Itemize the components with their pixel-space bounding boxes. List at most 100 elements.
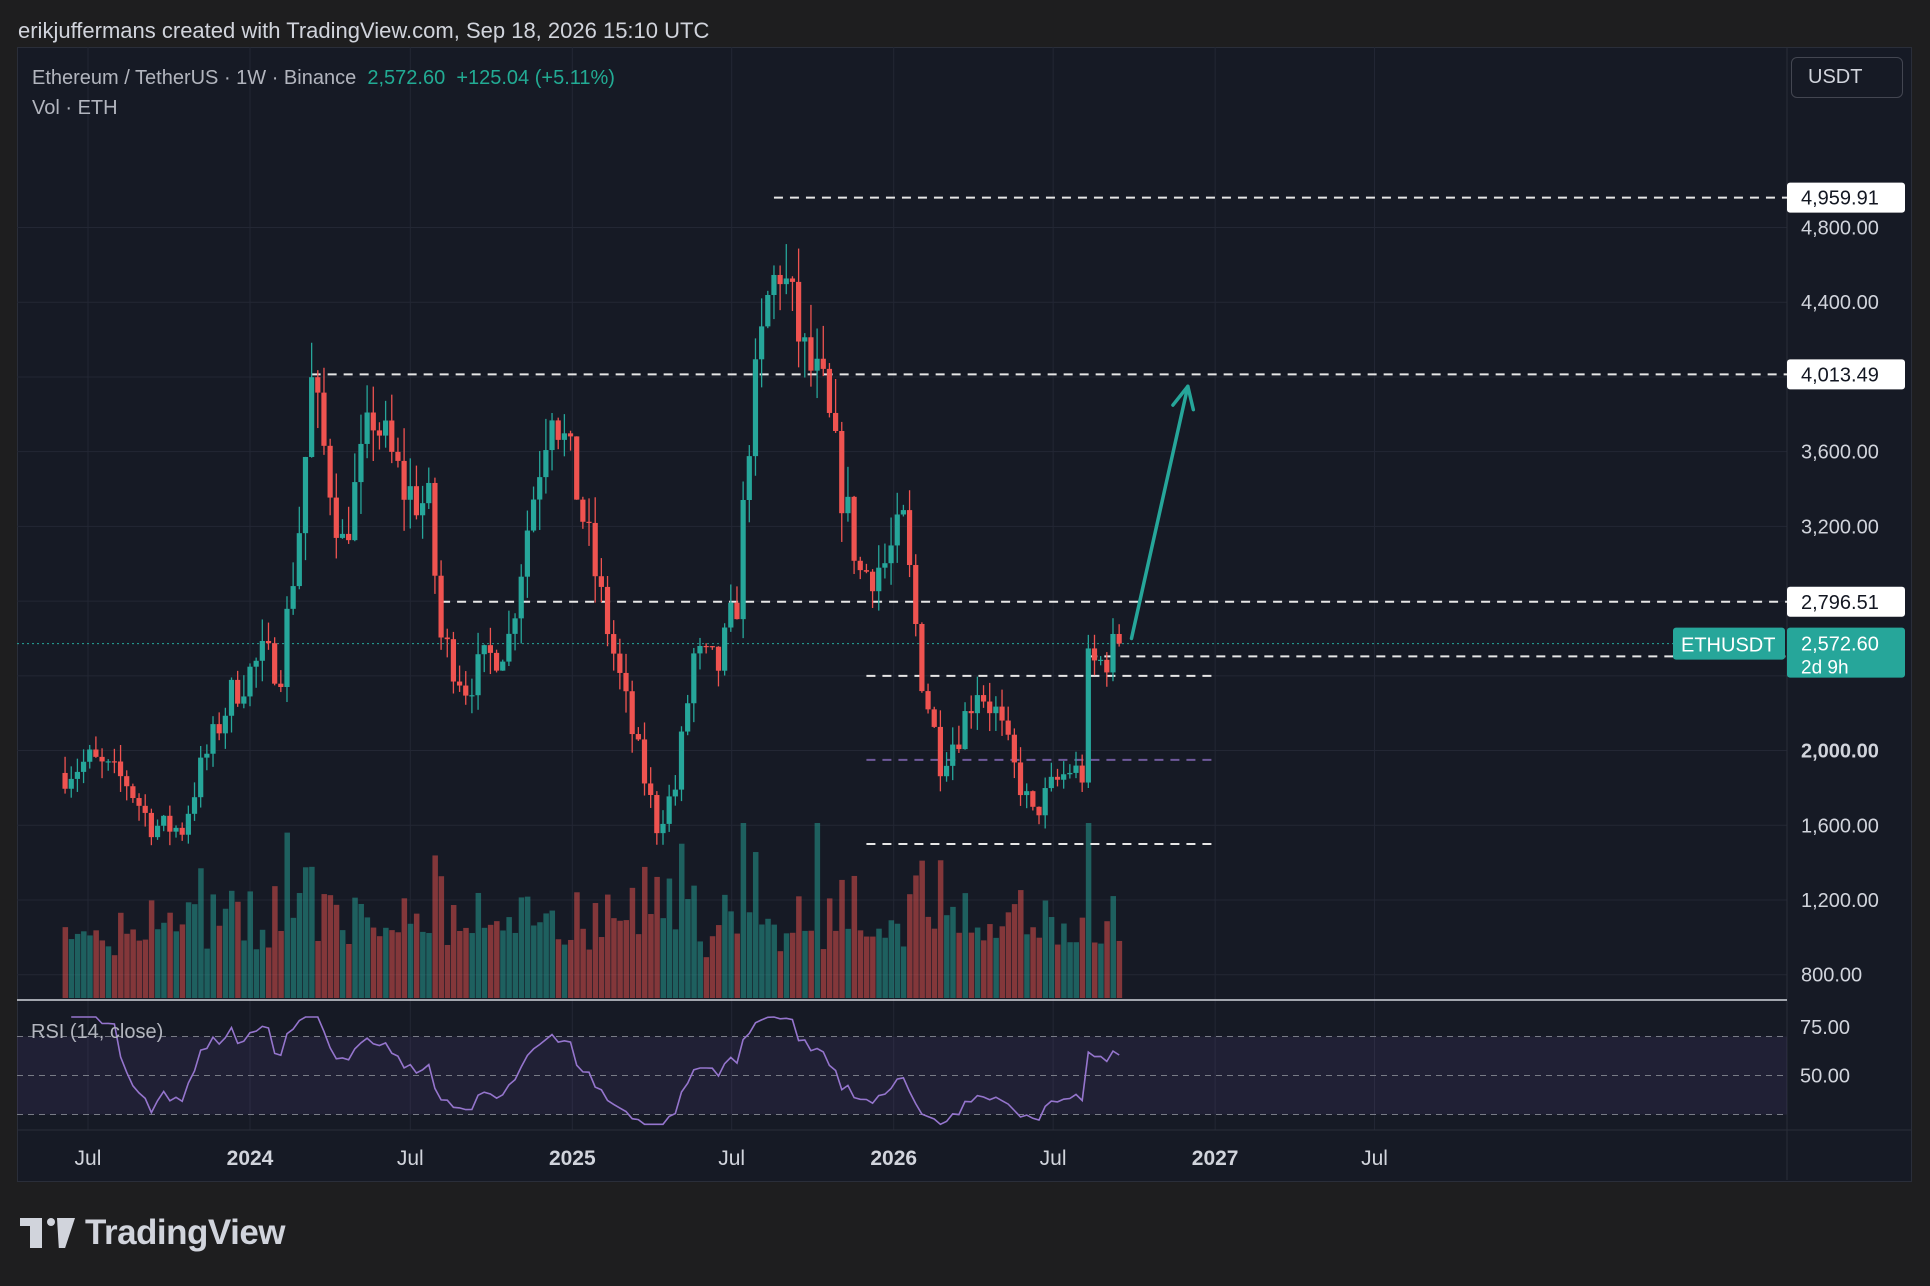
candle-body [302,456,309,534]
volume-bar [765,918,771,998]
candle-body [931,709,937,727]
volume-bar [802,930,808,998]
candle-body [481,645,487,655]
volume-bar [981,940,987,998]
candle-body [142,805,148,813]
volume-bar [130,929,136,998]
candle-body [752,359,759,457]
candle-body [697,646,703,654]
volume-bar [605,894,611,998]
volume-bar [574,892,580,998]
volume-bar [93,930,99,998]
candle-body [346,533,352,541]
volume-bar [284,832,290,998]
candle-body [74,771,81,779]
arrow-head [1171,384,1196,412]
candle-body [1104,659,1110,673]
candle-body [906,510,913,566]
volume-bar [333,904,340,998]
candle-body [426,482,432,504]
candle-body [999,706,1005,721]
last-price: 2,572.60 [367,67,446,89]
volume-bar [531,925,537,998]
candle-body [660,823,666,834]
time-axis-label: 2025 [549,1147,596,1170]
candle-body [401,460,407,500]
candle-body [814,358,820,371]
candle-body [487,645,494,653]
candle-body [765,295,771,327]
time-axis-label: Jul [718,1147,745,1170]
candle-body [956,744,962,750]
candle-body [832,412,839,431]
volume-bar [1073,942,1080,998]
candle-body [80,761,87,772]
volume-bar [789,932,796,998]
candle-body [678,731,685,790]
volume-bar [870,936,876,998]
volume-bar [68,939,75,998]
candle-body [740,499,746,620]
candle-body [1048,776,1054,789]
level-tag [1787,586,1905,617]
candle-body [450,639,457,682]
volume-bar [124,933,130,998]
candle-body [253,660,259,667]
volume-bar [99,940,106,998]
candle-body [1079,765,1085,783]
candle-body [290,586,296,609]
volume-bar [506,917,512,998]
candle-body [463,685,469,696]
price-axis-label: 1,200.00 [1801,890,1879,912]
volume-bar [247,891,253,998]
volume-bar [265,947,272,998]
volume-bar [900,946,907,998]
candle-body [161,815,167,826]
candle-body [241,696,247,704]
volume-bar [500,930,506,998]
volume-bar [475,892,482,998]
candle-body [950,744,956,766]
level-tag-label: 4,013.49 [1801,364,1879,386]
volume-bar [1104,921,1110,998]
candle-body [167,815,173,832]
candle-body [154,825,161,838]
candle-body [925,691,931,710]
volume-bar [136,940,143,998]
volume-bar [1085,823,1092,998]
candle-body [1067,772,1073,775]
candle-body [980,695,987,702]
candle-body [413,486,420,516]
currency-button[interactable]: USDT [1791,57,1903,98]
volume-bar [1098,943,1104,998]
horizontal-levels [17,196,1787,845]
candle-body [993,706,999,714]
candle-body [99,756,105,762]
volume-bar [364,917,371,998]
volume-bar [167,912,173,998]
volume-bar [358,903,364,998]
volume-bar [882,937,888,998]
volume-bar [469,933,475,998]
volume-bar [678,843,685,998]
volume-bar [81,931,87,998]
candle-body [117,761,124,777]
candle-body [278,683,284,688]
volume-bar [598,937,605,998]
volume-bar [752,852,759,998]
candle-body [709,646,715,648]
volume-bar [549,910,556,998]
volume-bar [715,925,722,998]
symbol-tag [1673,627,1785,660]
volume-bar [777,951,784,998]
volume-bar [814,823,821,998]
candle-body [839,430,845,514]
volume-bar [611,918,617,998]
candle-body [629,691,635,735]
volume-bar [309,866,315,998]
candle-body [1116,633,1122,644]
candle-body [586,521,592,523]
candle-body [617,653,623,673]
candle-body [383,420,389,436]
volume-bar [629,887,636,998]
